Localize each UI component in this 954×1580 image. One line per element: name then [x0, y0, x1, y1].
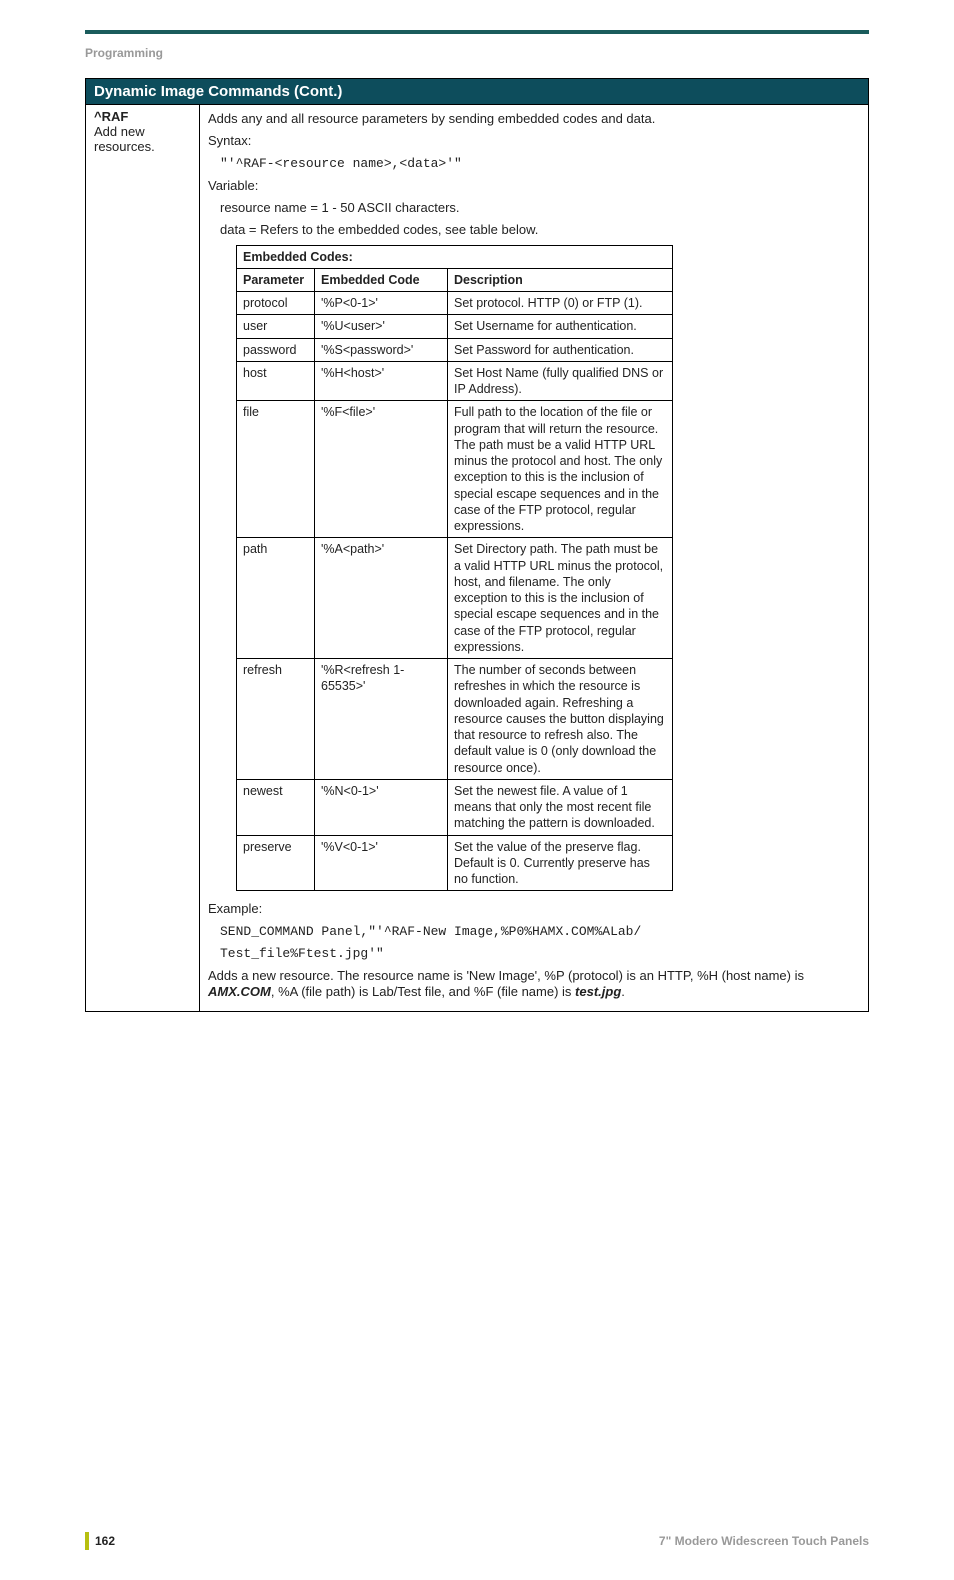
inner-header-row: Parameter Embedded Code Description [237, 268, 673, 291]
command-cell: ^RAF Add new resources. [86, 105, 200, 1012]
variable-label: Variable: [208, 178, 860, 194]
command-table: Dynamic Image Commands (Cont.) ^RAF Add … [85, 78, 869, 1012]
table-row: protocol'%P<0-1>'Set protocol. HTTP (0) … [237, 292, 673, 315]
header-accent-bar [85, 30, 869, 34]
inner-table-title-row: Embedded Codes: [237, 245, 673, 268]
table-title: Dynamic Image Commands (Cont.) [86, 79, 869, 105]
table-row: user'%U<user>'Set Username for authentic… [237, 315, 673, 338]
section-label: Programming [85, 46, 869, 60]
col-description: Description [448, 268, 673, 291]
command-row: ^RAF Add new resources. Adds any and all… [86, 105, 869, 1012]
embedded-codes-table: Embedded Codes: Parameter Embedded Code … [236, 245, 673, 892]
example-trailer: Adds a new resource. The resource name i… [208, 968, 860, 1001]
example-code-line-2: Test_file%Ftest.jpg'" [220, 946, 860, 962]
inner-table-title: Embedded Codes: [237, 245, 673, 268]
command-detail-cell: Adds any and all resource parameters by … [200, 105, 869, 1012]
footer-accent-bar [85, 1532, 89, 1550]
example-label: Example: [208, 901, 860, 917]
command-name: ^RAF [94, 109, 191, 124]
page-footer: 162 7" Modero Widescreen Touch Panels [85, 1532, 869, 1550]
command-desc: Add new resources. [94, 124, 191, 154]
variable-line-2: data = Refers to the embedded codes, see… [220, 222, 860, 238]
intro-text: Adds any and all resource parameters by … [208, 111, 860, 127]
syntax-code: "'^RAF-<resource name>,<data>'" [220, 156, 860, 172]
table-row: preserve'%V<0-1>'Set the value of the pr… [237, 835, 673, 891]
syntax-label: Syntax: [208, 133, 860, 149]
table-row: password'%S<password>'Set Password for a… [237, 338, 673, 361]
col-parameter: Parameter [237, 268, 315, 291]
page: Programming Dynamic Image Commands (Cont… [0, 0, 954, 1580]
doc-title: 7" Modero Widescreen Touch Panels [659, 1534, 869, 1548]
page-number: 162 [95, 1534, 115, 1548]
table-row: host'%H<host>'Set Host Name (fully quali… [237, 361, 673, 401]
table-title-row: Dynamic Image Commands (Cont.) [86, 79, 869, 105]
table-row: newest'%N<0-1>'Set the newest file. A va… [237, 779, 673, 835]
table-row: file'%F<file>'Full path to the location … [237, 401, 673, 538]
table-row: path'%A<path>'Set Directory path. The pa… [237, 538, 673, 659]
table-row: refresh'%R<refresh 1-65535>'The number o… [237, 659, 673, 780]
col-embedded-code: Embedded Code [315, 268, 448, 291]
variable-line-1: resource name = 1 - 50 ASCII characters. [220, 200, 860, 216]
example-code-line-1: SEND_COMMAND Panel,"'^RAF-New Image,%P0%… [220, 924, 860, 940]
